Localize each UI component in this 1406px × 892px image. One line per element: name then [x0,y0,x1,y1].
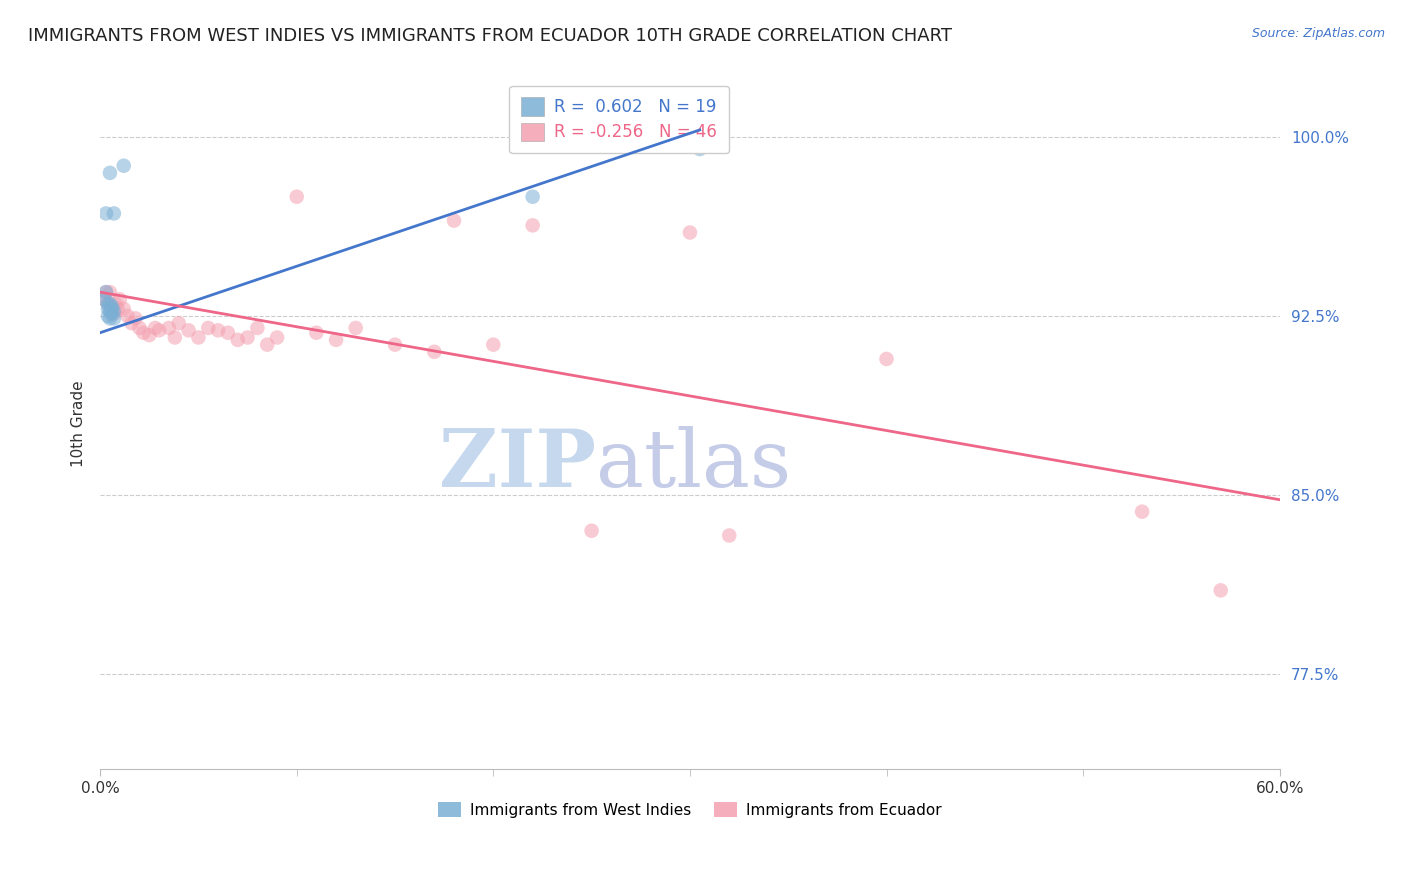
Y-axis label: 10th Grade: 10th Grade [72,380,86,467]
Point [107,301,129,316]
Point [98,166,121,180]
Point [98,304,121,318]
Point [876,351,898,366]
Point [124,311,146,326]
Point [423,344,446,359]
Point [285,190,308,204]
Text: ZIP: ZIP [439,425,596,504]
Point [718,528,741,542]
Text: Source: ZipAtlas.com: Source: ZipAtlas.com [1251,27,1385,40]
Legend: Immigrants from West Indies, Immigrants from Ecuador: Immigrants from West Indies, Immigrants … [432,796,948,824]
Point [143,321,166,335]
Point [112,301,135,316]
Point [163,330,186,344]
Point [226,333,249,347]
Point [121,316,143,330]
Point [689,142,711,156]
Point [97,301,120,316]
Point [177,323,200,337]
Point [197,321,219,335]
Point [522,190,544,204]
Point [108,293,131,307]
Point [94,285,117,300]
Point [157,321,180,335]
Point [97,309,120,323]
Point [97,297,120,311]
Point [103,311,125,326]
Point [94,206,117,220]
Point [98,285,121,300]
Point [679,226,702,240]
Point [138,328,160,343]
Point [236,330,259,344]
Point [93,293,115,307]
Point [101,301,124,316]
Text: IMMIGRANTS FROM WEST INDIES VS IMMIGRANTS FROM ECUADOR 10TH GRADE CORRELATION CH: IMMIGRANTS FROM WEST INDIES VS IMMIGRANT… [28,27,952,45]
Point [128,321,150,335]
Point [167,316,190,330]
Point [187,330,209,344]
Point [98,311,121,326]
Point [1130,505,1153,519]
Point [104,297,127,311]
Point [246,321,269,335]
Point [148,323,170,337]
Point [117,309,139,323]
Point [98,297,121,311]
Point [97,297,120,311]
Point [103,307,125,321]
Point [1209,583,1232,598]
Point [443,213,465,227]
Point [101,301,124,316]
Point [384,337,406,351]
Point [482,337,505,351]
Point [522,219,544,233]
Point [217,326,239,340]
Point [94,285,117,300]
Point [344,321,367,335]
Point [581,524,603,538]
Point [103,206,125,220]
Point [305,326,328,340]
Point [132,326,155,340]
Point [101,307,124,321]
Text: atlas: atlas [596,425,790,504]
Point [112,159,135,173]
Point [101,300,124,314]
Point [266,330,288,344]
Point [93,293,115,307]
Point [325,333,347,347]
Point [103,304,125,318]
Point [256,337,278,351]
Point [207,323,229,337]
